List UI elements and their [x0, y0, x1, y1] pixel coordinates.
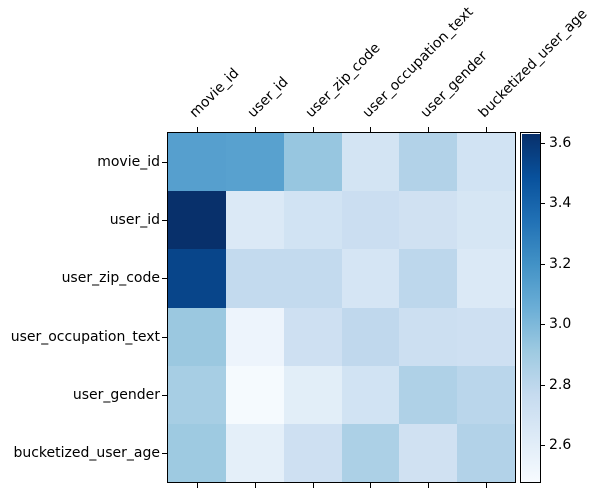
colorbar-tick-label: 2.8: [549, 377, 572, 393]
x-tick-bottom: [428, 483, 429, 488]
heatmap-cell: [342, 249, 399, 308]
heatmap-cell: [399, 249, 457, 308]
y-tick-label: user_id: [109, 212, 160, 228]
colorbar-tick-label: 3.4: [549, 195, 572, 211]
x-tick-label-text: user_occupation_text: [359, 4, 477, 121]
y-tick: [162, 453, 167, 454]
heatmap-cell: [284, 308, 342, 366]
x-tick-top: [370, 127, 371, 132]
heatmap-cell: [168, 366, 226, 424]
y-tick: [162, 220, 167, 221]
heatmap-cell: [399, 366, 457, 424]
heatmap-cell: [457, 366, 515, 424]
heatmap-cell: [226, 133, 284, 191]
heatmap-cell: [226, 366, 284, 424]
x-tick-top: [428, 127, 429, 132]
heatmap-cell: [226, 424, 284, 482]
x-tick-top: [313, 127, 314, 132]
colorbar-tick: [541, 264, 545, 265]
heatmap-cell: [284, 249, 342, 308]
colorbar-tick-label: 3.0: [549, 316, 572, 332]
heatmap-cell: [342, 133, 399, 191]
x-tick-top: [197, 127, 198, 132]
x-tick-top: [255, 127, 256, 132]
heatmap-cell: [342, 191, 399, 249]
heatmap-cell: [284, 424, 342, 482]
heatmap-cell: [342, 308, 399, 366]
heatmap-cell: [457, 249, 515, 308]
colorbar-tick: [541, 445, 545, 446]
y-tick: [162, 162, 167, 163]
colorbar-tick-label: 3.2: [549, 256, 572, 272]
x-tick-bottom: [313, 483, 314, 488]
x-tick-bottom: [370, 483, 371, 488]
colorbar-tick: [541, 143, 545, 144]
y-tick-label: movie_id: [97, 154, 160, 170]
heatmap-cell: [168, 424, 226, 482]
colorbar-tick: [541, 324, 545, 325]
heatmap-cell: [399, 424, 457, 482]
y-tick: [162, 395, 167, 396]
y-tick: [162, 337, 167, 338]
colorbar-tick: [541, 385, 545, 386]
heatmap-cell: [168, 308, 226, 366]
heatmap-cell: [284, 366, 342, 424]
heatmap-cell: [284, 133, 342, 191]
heatmap-cell: [399, 133, 457, 191]
x-tick-bottom: [255, 483, 256, 488]
colorbar-tick: [541, 203, 545, 204]
heatmap-cell: [342, 366, 399, 424]
x-tick-label-text: movie_id: [186, 65, 243, 121]
heatmap-cell: [226, 191, 284, 249]
x-tick-bottom: [197, 483, 198, 488]
x-tick-top: [486, 127, 487, 132]
colorbar-tick-label: 3.6: [549, 135, 572, 151]
y-tick-label: bucketized_user_age: [13, 445, 160, 461]
heatmap-cell: [284, 191, 342, 249]
heatmap-cell: [399, 308, 457, 366]
heatmap-cell: [342, 424, 399, 482]
heatmap-cell: [168, 191, 226, 249]
x-tick-bottom: [486, 483, 487, 488]
heatmap-cell: [457, 308, 515, 366]
heatmap-cell: [457, 133, 515, 191]
y-tick-label: user_occupation_text: [10, 329, 160, 345]
heatmap-cell: [226, 308, 284, 366]
heatmap-cell: [168, 249, 226, 308]
x-tick-label-text: bucketized_user_age: [475, 6, 591, 121]
y-tick-label: user_gender: [72, 387, 160, 403]
colorbar-gradient: [521, 133, 540, 482]
heatmap-cell: [399, 191, 457, 249]
x-tick-label-text: user_id: [244, 74, 292, 121]
y-tick-label: user_zip_code: [61, 270, 160, 286]
heatmap-cell: [168, 133, 226, 191]
heatmap-cell: [457, 191, 515, 249]
y-tick: [162, 278, 167, 279]
heatmap-cell: [226, 249, 284, 308]
colorbar-tick-label: 2.6: [549, 437, 572, 453]
heatmap-cell: [457, 424, 515, 482]
